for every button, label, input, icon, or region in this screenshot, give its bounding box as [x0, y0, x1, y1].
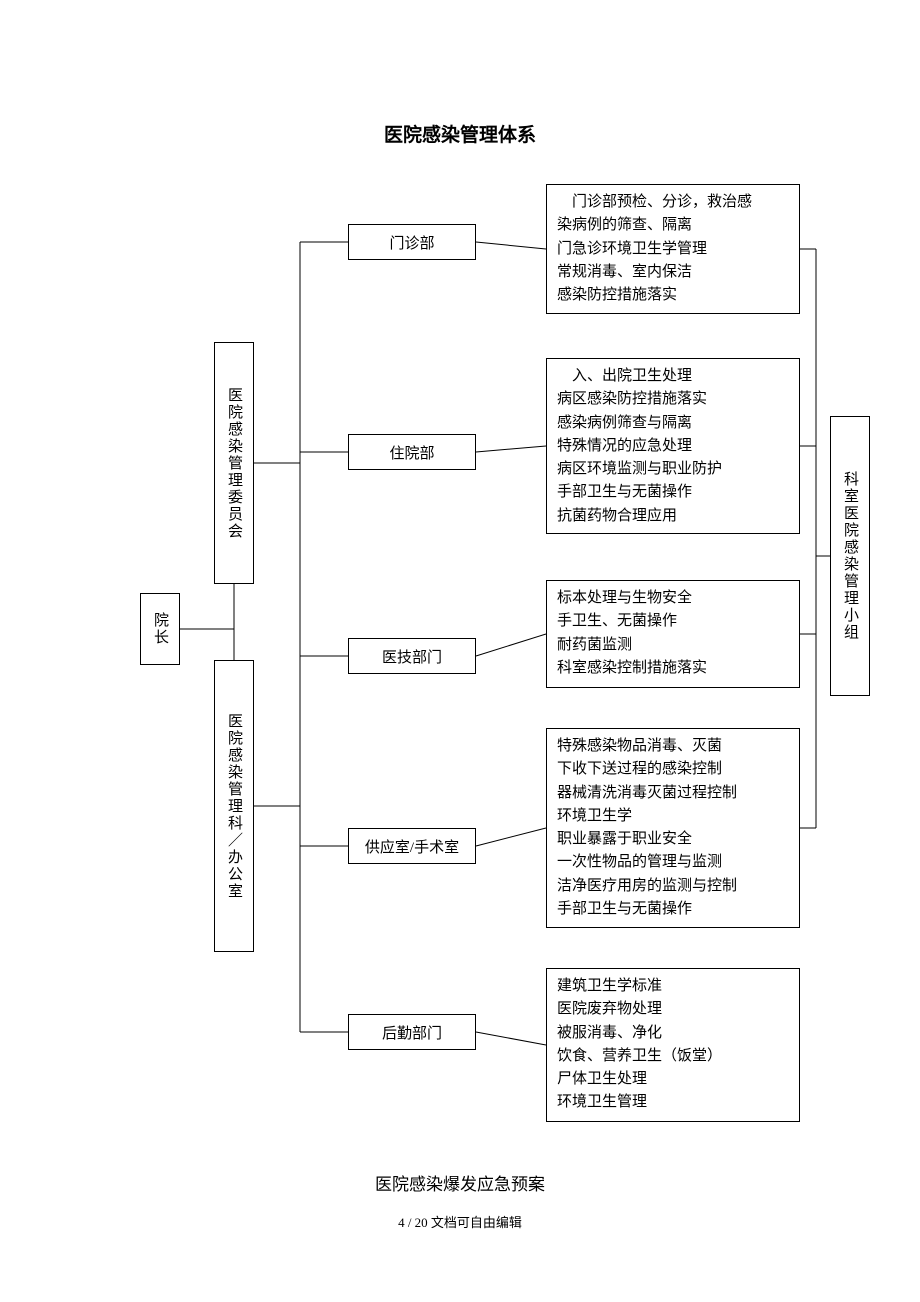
- detail-d1-line: 门急诊环境卫生学管理: [557, 238, 789, 261]
- detail-d5-line: 尸体卫生处理: [557, 1068, 789, 1091]
- node-dept2: 住院部: [348, 434, 476, 470]
- node-committee: 医院感染管理委员会: [214, 342, 254, 584]
- node-office: 医院感染管理科／办公室: [214, 660, 254, 952]
- detail-d2: 入、出院卫生处理病区感染防控措施落实感染病例筛查与隔离特殊情况的应急处理病区环境…: [546, 358, 800, 534]
- detail-d1-line: 常规消毒、室内保洁: [557, 261, 789, 284]
- detail-d2-line: 入、出院卫生处理: [557, 365, 789, 388]
- detail-d3-line: 科室感染控制措施落实: [557, 657, 789, 680]
- detail-d2-line: 特殊情况的应急处理: [557, 435, 789, 458]
- detail-d5-line: 被服消毒、净化: [557, 1022, 789, 1045]
- detail-d5-line: 环境卫生管理: [557, 1091, 789, 1114]
- detail-d3-line: 手卫生、无菌操作: [557, 610, 789, 633]
- detail-d2-line: 抗菌药物合理应用: [557, 505, 789, 528]
- node-dept4: 供应室/手术室: [348, 828, 476, 864]
- detail-d1: 门诊部预检、分诊，救治感染病例的筛查、隔离门急诊环境卫生学管理常规消毒、室内保洁…: [546, 184, 800, 314]
- detail-d4: 特殊感染物品消毒、灭菌下收下送过程的感染控制器械清洗消毒灭菌过程控制环境卫生学职…: [546, 728, 800, 928]
- detail-d3: 标本处理与生物安全手卫生、无菌操作耐药菌监测科室感染控制措施落实: [546, 580, 800, 688]
- page-title: 医院感染管理体系: [0, 120, 920, 147]
- detail-d2-line: 手部卫生与无菌操作: [557, 481, 789, 504]
- detail-d4-line: 环境卫生学: [557, 805, 789, 828]
- detail-d5-line: 医院废弃物处理: [557, 998, 789, 1021]
- detail-d4-line: 洁净医疗用房的监测与控制: [557, 875, 789, 898]
- detail-d3-line: 标本处理与生物安全: [557, 587, 789, 610]
- node-group: 科室医院感染管理小组: [830, 416, 870, 696]
- detail-d1-line: 门诊部预检、分诊，救治感: [557, 191, 789, 214]
- detail-d4-line: 一次性物品的管理与监测: [557, 851, 789, 874]
- detail-d2-line: 病区环境监测与职业防护: [557, 458, 789, 481]
- detail-d5: 建筑卫生学标准医院废弃物处理被服消毒、净化饮食、营养卫生（饭堂）尸体卫生处理环境…: [546, 968, 800, 1122]
- page-subtitle: 医院感染爆发应急预案: [0, 1170, 920, 1195]
- detail-d4-line: 手部卫生与无菌操作: [557, 898, 789, 921]
- detail-d4-line: 职业暴露于职业安全: [557, 828, 789, 851]
- detail-d2-line: 感染病例筛查与隔离: [557, 412, 789, 435]
- node-dept5: 后勤部门: [348, 1014, 476, 1050]
- detail-d4-line: 下收下送过程的感染控制: [557, 758, 789, 781]
- detail-d1-line: 感染防控措施落实: [557, 284, 789, 307]
- detail-d2-line: 病区感染防控措施落实: [557, 388, 789, 411]
- node-dept1: 门诊部: [348, 224, 476, 260]
- detail-d4-line: 器械清洗消毒灭菌过程控制: [557, 782, 789, 805]
- node-dept3: 医技部门: [348, 638, 476, 674]
- page-footer: 4 / 20 文档可自由编辑: [0, 1212, 920, 1231]
- detail-d5-line: 饮食、营养卫生（饭堂）: [557, 1045, 789, 1068]
- detail-d5-line: 建筑卫生学标准: [557, 975, 789, 998]
- node-root: 院长: [140, 593, 180, 665]
- detail-d4-line: 特殊感染物品消毒、灭菌: [557, 735, 789, 758]
- detail-d3-line: 耐药菌监测: [557, 634, 789, 657]
- detail-d1-line: 染病例的筛查、隔离: [557, 214, 789, 237]
